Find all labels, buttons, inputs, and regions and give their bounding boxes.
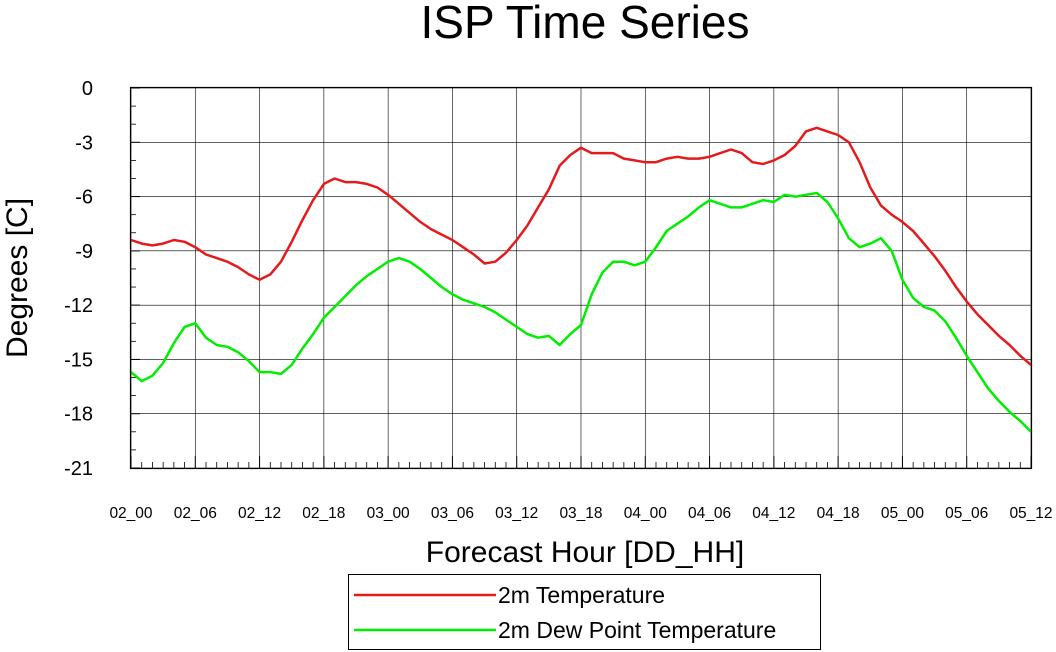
x-tick-label: 02_00 [109, 505, 152, 522]
y-tick-label: -9 [75, 241, 93, 263]
y-tick-label: -21 [64, 458, 93, 480]
y-tick-label: -18 [64, 404, 93, 426]
plot-frame [129, 86, 1033, 470]
y-axis: 0 -3 -6 -9 -12 -15 -18 -21 [64, 78, 140, 480]
x-tick-label: 04_18 [817, 505, 860, 522]
x-tick-label: 04_12 [752, 505, 795, 522]
x-tick-label: 05_12 [1009, 505, 1052, 522]
series-line-temperature [129, 126, 1033, 367]
x-tick-label: 05_00 [881, 505, 924, 522]
legend-label-temperature: 2m Temperature [498, 582, 665, 608]
series-line-dew-point [129, 191, 1033, 434]
grid-lines [130, 87, 1032, 469]
x-tick-label: 03_00 [367, 505, 410, 522]
x-tick-label: 03_18 [559, 505, 602, 522]
y-axis-label: Degrees [C] [1, 198, 34, 358]
x-axis-label: Forecast Hour [DD_HH] [426, 536, 744, 569]
x-tick-label: 02_18 [302, 505, 345, 522]
chart-title: ISP Time Series [421, 0, 750, 48]
x-axis: 02_00 02_06 02_12 02_18 03_00 03_06 03_12 03_18… [109, 456, 1053, 522]
y-tick-label: 0 [82, 78, 93, 100]
x-tick-label: 02_06 [174, 505, 217, 522]
legend: 2m Temperature 2m Dew Point Temperature [348, 574, 821, 650]
y-tick-label: -12 [64, 295, 93, 317]
x-tick-label: 02_12 [238, 505, 281, 522]
series-layer [129, 126, 1033, 434]
y-tick-label: -15 [64, 349, 93, 371]
x-tick-label: 05_06 [945, 505, 988, 522]
legend-box [348, 574, 821, 650]
y-tick-label: -3 [75, 132, 93, 154]
x-tick-label: 04_06 [688, 505, 731, 522]
x-tick-label: 03_12 [495, 505, 538, 522]
x-tick-label: 04_00 [624, 505, 667, 522]
legend-label-dew-point: 2m Dew Point Temperature [498, 617, 776, 643]
minor-ticks [131, 105, 1021, 468]
x-tick-label: 03_06 [431, 505, 474, 522]
y-tick-label: -6 [75, 187, 93, 209]
